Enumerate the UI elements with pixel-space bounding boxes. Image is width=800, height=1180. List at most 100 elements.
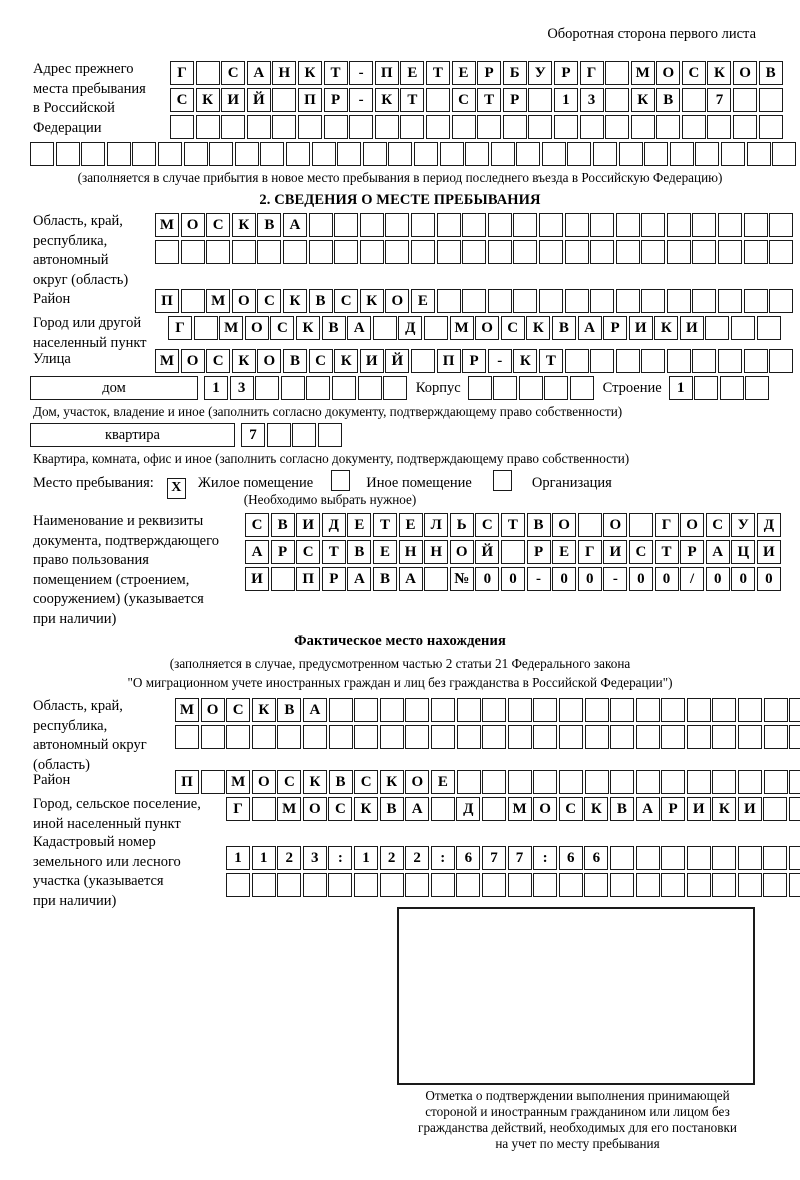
document-cell-r2-9[interactable]: Й (475, 540, 500, 564)
section2-city-cell-3[interactable]: О (244, 316, 269, 340)
section2-region-cell-r1-6[interactable] (308, 213, 333, 237)
actual-region-cell-r2-4[interactable] (277, 725, 302, 749)
actual-region-cell-r2-0[interactable] (175, 725, 199, 749)
document-cell-r3-9[interactable]: 0 (475, 567, 500, 591)
actual-region-cell-r1-1[interactable]: О (200, 698, 225, 722)
prev-address-cell-r3-0[interactable] (170, 115, 194, 139)
prev-address-cell-r4-25[interactable] (669, 142, 694, 166)
house-cell-1[interactable]: 3 (229, 376, 254, 400)
stay-type-checkbox-other[interactable] (331, 470, 351, 491)
prev-address-cell-r4-0[interactable] (30, 142, 54, 166)
prev-address-cell-r3-9[interactable] (400, 115, 425, 139)
korpus-cell-0[interactable] (467, 376, 492, 400)
section2-region-cell-r1-10[interactable] (410, 213, 435, 237)
cadastral-cell-r1-9[interactable]: 6 (456, 846, 481, 870)
actual-city-cell-10[interactable] (481, 797, 506, 821)
document-cell-r1-18[interactable]: С (705, 513, 730, 537)
prev-address-cell-r3-19[interactable] (656, 115, 681, 139)
document-cell-r2-19[interactable]: Ц (731, 540, 756, 564)
prev-address-cell-r4-3[interactable] (106, 142, 131, 166)
prev-address-cell-r1-10[interactable]: Т (425, 61, 450, 85)
cadastral-cell-r2-6[interactable] (379, 873, 404, 897)
actual-region-cell-r1-3[interactable]: К (251, 698, 276, 722)
section2-region-cell-r2-16[interactable] (564, 240, 589, 264)
section2-region-cell-r1-15[interactable] (538, 213, 563, 237)
section2-city-cell-9[interactable]: Д (398, 316, 423, 340)
actual-city-cell-3[interactable]: О (302, 797, 327, 821)
actual-district-cell-10[interactable]: Е (430, 770, 455, 794)
actual-district-cell-15[interactable] (558, 770, 583, 794)
actual-region-cell-r1-0[interactable]: М (175, 698, 199, 722)
document-cell-r3-13[interactable]: 0 (577, 567, 602, 591)
prev-address-cell-r4-18[interactable] (490, 142, 515, 166)
document-cell-r2-16[interactable]: Т (654, 540, 679, 564)
prev-address-cell-r4-6[interactable] (183, 142, 208, 166)
document-cell-r2-17[interactable]: Р (680, 540, 705, 564)
prev-address-cell-r3-14[interactable] (528, 115, 553, 139)
section2-city-cell-0[interactable]: Г (168, 316, 192, 340)
document-cell-r1-16[interactable]: Г (654, 513, 679, 537)
section2-region-cell-r2-24[interactable] (769, 240, 794, 264)
prev-address-cell-r2-17[interactable] (605, 88, 630, 112)
korpus-cell-2[interactable] (518, 376, 543, 400)
document-cell-r1-4[interactable]: Е (347, 513, 372, 537)
house-cell-7[interactable] (383, 376, 408, 400)
document-cell-r2-14[interactable]: И (603, 540, 628, 564)
prev-address-cell-r3-23[interactable] (758, 115, 783, 139)
section2-city-cell-18[interactable]: И (628, 316, 653, 340)
actual-city-cell-21[interactable] (763, 797, 788, 821)
actual-region-cell-r1-9[interactable] (405, 698, 430, 722)
section2-city-cell-19[interactable]: К (654, 316, 679, 340)
document-cell-r2-20[interactable]: И (756, 540, 781, 564)
actual-district-cell-13[interactable] (507, 770, 532, 794)
document-cell-r3-2[interactable]: П (296, 567, 321, 591)
prev-address-cell-r3-20[interactable] (681, 115, 706, 139)
actual-region-cell-r2-13[interactable] (507, 725, 532, 749)
house-cell-0[interactable]: 1 (204, 376, 228, 400)
cadastral-cell-r1-16[interactable] (635, 846, 660, 870)
section2-region-cell-r2-15[interactable] (538, 240, 563, 264)
document-cell-r1-11[interactable]: В (526, 513, 551, 537)
actual-city-cell-13[interactable]: С (558, 797, 583, 821)
document-cell-r2-12[interactable]: Е (552, 540, 577, 564)
actual-region-cell-r1-23[interactable] (763, 698, 788, 722)
prev-address-cell-r1-16[interactable]: Г (579, 61, 604, 85)
section2-region-cell-r2-4[interactable] (257, 240, 282, 264)
prev-address-cell-r3-3[interactable] (246, 115, 271, 139)
cadastral-cell-r2-15[interactable] (609, 873, 634, 897)
actual-region-cell-r1-19[interactable] (661, 698, 686, 722)
prev-address-cell-r2-20[interactable] (681, 88, 706, 112)
prev-address-cell-r1-2[interactable]: С (221, 61, 246, 85)
section2-district-cell-7[interactable]: С (334, 289, 359, 313)
stamp-box[interactable] (397, 907, 755, 1085)
section2-region-cell-r1-9[interactable] (385, 213, 410, 237)
actual-region-cell-r2-23[interactable] (763, 725, 788, 749)
prev-address-cell-r3-17[interactable] (605, 115, 630, 139)
section2-region-cell-r2-6[interactable] (308, 240, 333, 264)
section2-region-cell-r1-23[interactable] (743, 213, 768, 237)
actual-city-cell-20[interactable]: И (737, 797, 762, 821)
prev-address-cell-r2-21[interactable]: 7 (707, 88, 732, 112)
actual-region-cell-r2-1[interactable] (200, 725, 225, 749)
section2-city-cell-21[interactable] (705, 316, 730, 340)
section2-city-cell-4[interactable]: С (270, 316, 295, 340)
actual-city-cell-9[interactable]: Д (456, 797, 481, 821)
section2-district-cell-1[interactable] (180, 289, 205, 313)
section2-region-cell-r2-23[interactable] (743, 240, 768, 264)
document-cell-r3-11[interactable]: - (526, 567, 551, 591)
section2-region-cell-r1-22[interactable] (718, 213, 743, 237)
section2-city-cell-2[interactable]: М (219, 316, 244, 340)
prev-address-cell-r4-4[interactable] (132, 142, 157, 166)
document-cell-r3-14[interactable]: - (603, 567, 628, 591)
document-cell-r3-19[interactable]: 0 (731, 567, 756, 591)
section2-city-cell-22[interactable] (731, 316, 756, 340)
section2-street-cell-5[interactable]: В (282, 349, 307, 373)
document-cell-r1-15[interactable] (628, 513, 653, 537)
prev-address-cell-r3-18[interactable] (630, 115, 655, 139)
section2-region-cell-r1-2[interactable]: С (206, 213, 231, 237)
